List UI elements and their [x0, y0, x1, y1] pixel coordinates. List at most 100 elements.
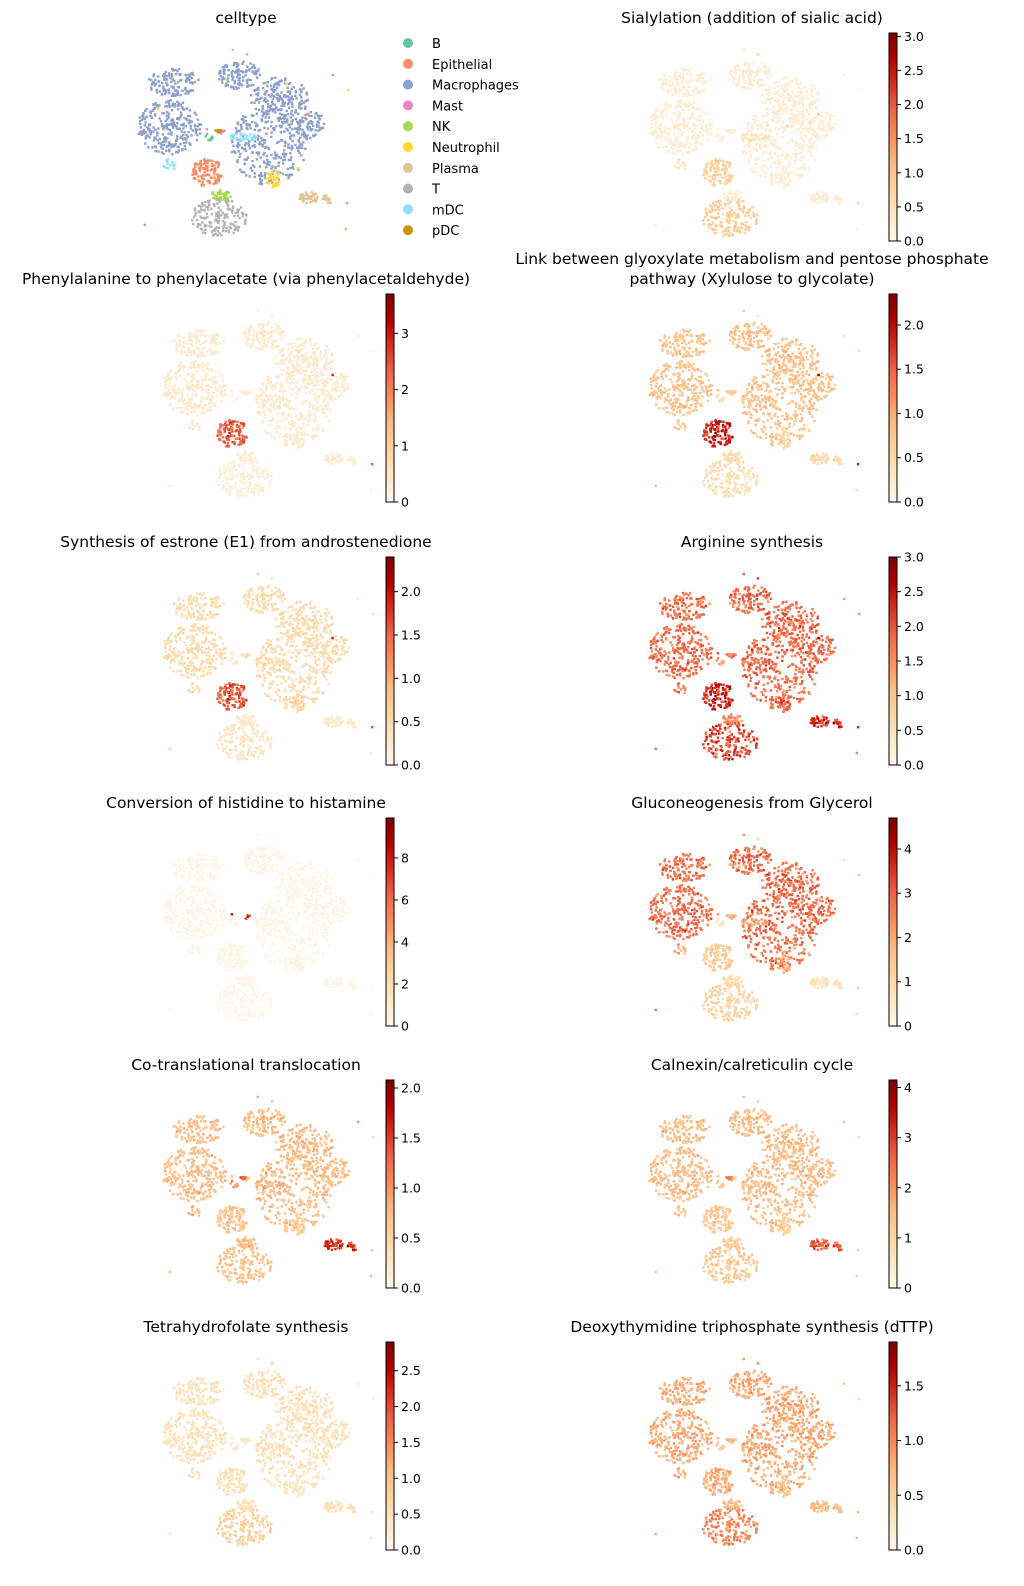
umap-point: [233, 440, 236, 444]
umap-point: [802, 128, 805, 131]
umap-point: [321, 126, 325, 130]
umap-point: [306, 134, 309, 137]
umap-point: [176, 407, 179, 410]
umap-point: [206, 350, 209, 353]
umap-point: [238, 434, 241, 437]
umap-point: [233, 485, 236, 489]
umap-point: [300, 99, 303, 102]
umap-point: [232, 466, 235, 469]
umap-point: [204, 377, 207, 380]
umap-point: [681, 392, 684, 395]
umap-point: [279, 382, 282, 385]
umap-point: [290, 374, 293, 377]
umap-point: [724, 229, 727, 232]
umap-point: [170, 85, 173, 88]
umap-point: [204, 364, 207, 367]
umap-point: [729, 177, 732, 181]
umap-point: [667, 400, 671, 403]
umap-point: [262, 403, 265, 406]
umap-point: [161, 112, 164, 115]
umap-point: [181, 89, 184, 92]
umap-point: [187, 388, 190, 392]
umap-point: [764, 137, 768, 140]
umap-point: [372, 349, 375, 353]
umap-point: [207, 369, 211, 372]
umap-point: [291, 438, 295, 441]
umap-point: [150, 83, 153, 86]
umap-point: [300, 90, 303, 94]
umap-point: [196, 218, 199, 222]
umap-point: [777, 120, 780, 123]
umap-point: [271, 326, 274, 329]
umap-point: [215, 395, 218, 398]
umap-point: [240, 84, 244, 87]
umap-point: [753, 60, 756, 63]
umap-point: [250, 136, 253, 140]
umap-point: [316, 426, 319, 430]
umap-point: [773, 153, 776, 156]
umap-point: [815, 191, 819, 194]
umap-point: [219, 434, 223, 437]
umap-point: [687, 137, 690, 140]
umap-point: [685, 139, 689, 142]
umap-point: [248, 474, 251, 477]
umap-point: [236, 159, 239, 162]
umap-point: [317, 114, 321, 118]
umap-point: [201, 365, 204, 368]
umap-point: [265, 467, 268, 470]
umap-point: [256, 76, 259, 79]
umap-point: [760, 166, 763, 170]
umap-point: [202, 410, 205, 413]
umap-point: [188, 115, 192, 118]
umap-point: [691, 130, 694, 133]
umap-point: [181, 365, 184, 368]
umap-point: [753, 115, 756, 118]
umap-point: [674, 75, 677, 79]
umap-point: [158, 117, 161, 120]
umap-point: [251, 164, 255, 167]
umap-point: [193, 168, 196, 171]
umap-point: [242, 480, 246, 484]
umap-point: [736, 191, 740, 194]
umap-point: [167, 123, 170, 126]
umap-point: [761, 94, 764, 97]
umap-point: [312, 362, 316, 365]
umap-point: [204, 231, 207, 235]
umap-point: [323, 412, 326, 415]
umap-point: [750, 152, 753, 156]
umap-point: [705, 162, 708, 165]
umap-point: [759, 123, 762, 126]
umap-point: [286, 129, 289, 132]
umap-point: [309, 200, 312, 204]
umap-point: [665, 128, 668, 131]
umap-point: [299, 142, 302, 145]
umap-point: [257, 348, 261, 351]
umap-point: [283, 402, 287, 405]
umap-point: [214, 160, 217, 164]
umap-point: [747, 208, 750, 211]
umap-point: [312, 419, 316, 423]
umap-point: [671, 81, 675, 85]
umap-point: [280, 354, 283, 357]
umap-point: [669, 117, 672, 120]
umap-point: [747, 82, 751, 86]
umap-point: [138, 116, 142, 119]
umap-point: [746, 69, 749, 72]
umap-point: [187, 92, 190, 95]
umap-point: [205, 132, 209, 136]
umap-point: [264, 400, 268, 404]
umap-point: [294, 440, 297, 443]
umap-point: [315, 395, 318, 398]
umap-point: [200, 163, 203, 166]
umap-point: [747, 209, 751, 213]
umap-point: [243, 461, 246, 464]
umap-point: [768, 98, 771, 101]
umap-point: [296, 364, 299, 367]
umap-point: [282, 159, 285, 162]
umap-point: [295, 414, 298, 418]
umap-point: [285, 371, 289, 374]
umap-point: [277, 178, 280, 181]
umap-point: [238, 465, 241, 468]
umap-point: [228, 419, 231, 423]
umap-point: [255, 98, 258, 102]
